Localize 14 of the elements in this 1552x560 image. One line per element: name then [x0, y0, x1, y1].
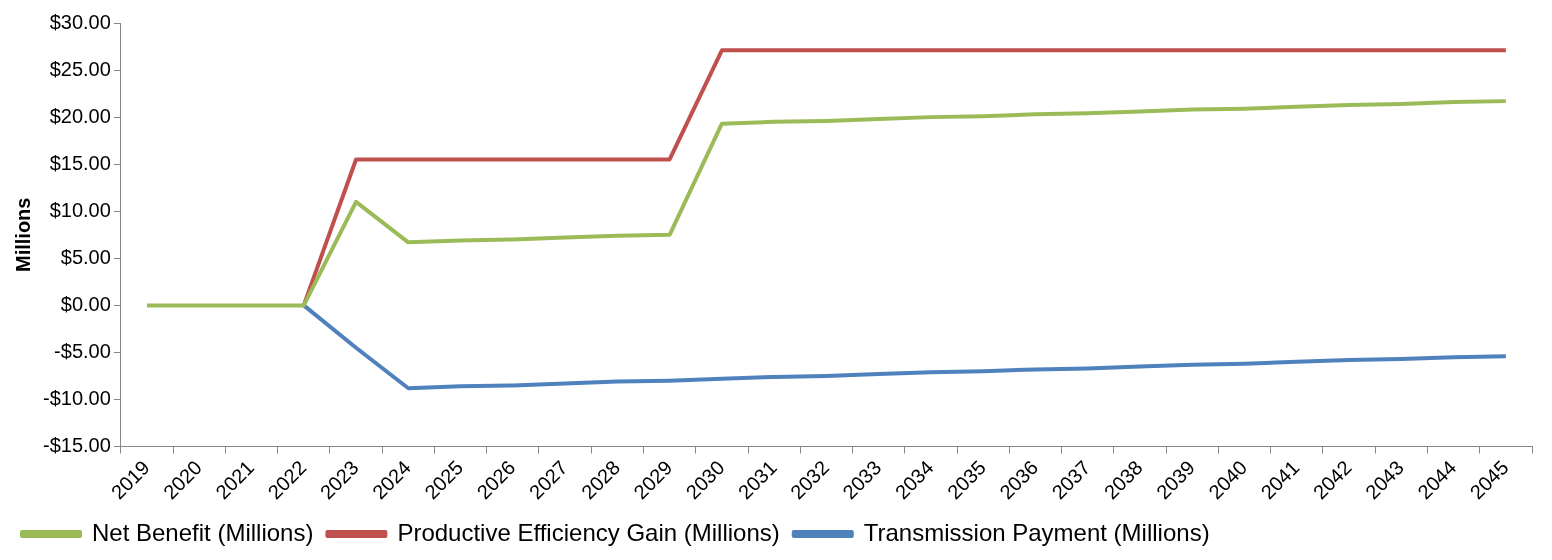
y-tick-label: $15.00 — [49, 151, 111, 174]
y-tick-label: $25.00 — [49, 57, 111, 80]
y-tick-label: $10.00 — [49, 198, 111, 221]
y-tick-label: $0.00 — [60, 292, 111, 315]
legend-label: Transmission Payment (Millions) — [863, 518, 1210, 546]
legend-label: Net Benefit (Millions) — [92, 518, 314, 546]
y-tick-label: $20.00 — [49, 104, 111, 127]
y-tick-label: -$5.00 — [54, 339, 111, 362]
y-tick-label: $5.00 — [60, 245, 111, 268]
y-tick-label: -$15.00 — [42, 434, 111, 457]
y-tick-label: $30.00 — [49, 10, 111, 33]
y-tick-label: -$10.00 — [42, 387, 111, 410]
y-axis-title: Millions — [11, 197, 34, 273]
legend-label: Productive Efficiency Gain (Millions) — [397, 518, 780, 546]
